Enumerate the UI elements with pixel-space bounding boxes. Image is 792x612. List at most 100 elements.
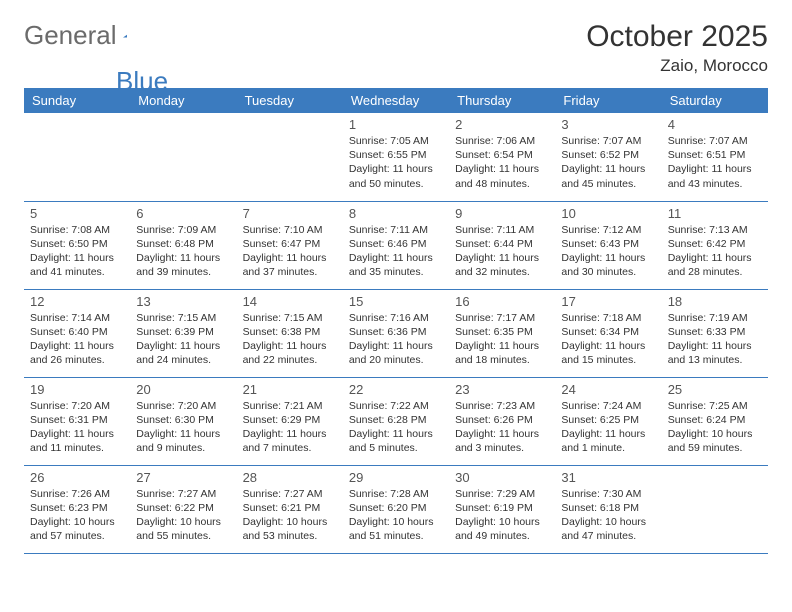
day-number: 19 [30, 382, 124, 397]
day-number: 15 [349, 294, 443, 309]
calendar-cell: 7 Sunrise: 7:10 AMSunset: 6:47 PMDaylight… [237, 201, 343, 289]
day-info: Sunrise: 7:10 AMSunset: 6:47 PMDaylight:… [243, 223, 337, 280]
calendar-cell: 28 Sunrise: 7:27 AMSunset: 6:21 PMDayligh… [237, 465, 343, 553]
calendar-row: 19 Sunrise: 7:20 AMSunset: 6:31 PMDayligh… [24, 377, 768, 465]
calendar-cell: 12 Sunrise: 7:14 AMSunset: 6:40 PMDayligh… [24, 289, 130, 377]
calendar-cell: 3 Sunrise: 7:07 AMSunset: 6:52 PMDaylight… [555, 113, 661, 201]
day-number: 11 [668, 206, 762, 221]
calendar-cell: 30 Sunrise: 7:29 AMSunset: 6:19 PMDayligh… [449, 465, 555, 553]
day-number: 16 [455, 294, 549, 309]
day-info: Sunrise: 7:26 AMSunset: 6:23 PMDaylight:… [30, 487, 124, 544]
brand-part1: General [24, 20, 117, 51]
calendar-cell: 22Sunrise: 7:22 AMSunset: 6:28 PMDayligh… [343, 377, 449, 465]
title-block: October 2025 Zaio, Morocco [586, 20, 768, 76]
day-info: Sunrise: 7:12 AMSunset: 6:43 PMDaylight:… [561, 223, 655, 280]
day-info: Sunrise: 7:11 AMSunset: 6:44 PMDaylight:… [455, 223, 549, 280]
weekday-header: Wednesday [343, 88, 449, 113]
calendar-cell: 6 Sunrise: 7:09 AMSunset: 6:48 PMDaylight… [130, 201, 236, 289]
calendar-row: 12 Sunrise: 7:14 AMSunset: 6:40 PMDayligh… [24, 289, 768, 377]
month-title: October 2025 [586, 20, 768, 54]
calendar-cell [662, 465, 768, 553]
weekday-header: Sunday [24, 88, 130, 113]
calendar-row: 1Sunrise: 7:05 AMSunset: 6:55 PMDaylight… [24, 113, 768, 201]
day-number: 26 [30, 470, 124, 485]
weekday-header: Tuesday [237, 88, 343, 113]
calendar-cell: 16Sunrise: 7:17 AMSunset: 6:35 PMDayligh… [449, 289, 555, 377]
calendar-cell: 29Sunrise: 7:28 AMSunset: 6:20 PMDayligh… [343, 465, 449, 553]
day-number: 9 [455, 206, 549, 221]
day-number: 30 [455, 470, 549, 485]
day-info: Sunrise: 7:27 AMSunset: 6:22 PMDaylight:… [136, 487, 230, 544]
day-info: Sunrise: 7:29 AMSunset: 6:19 PMDaylight:… [455, 487, 549, 544]
day-number: 7 [243, 206, 337, 221]
day-info: Sunrise: 7:16 AMSunset: 6:36 PMDaylight:… [349, 311, 443, 368]
day-info: Sunrise: 7:06 AMSunset: 6:54 PMDaylight:… [455, 134, 549, 191]
calendar-row: 26 Sunrise: 7:26 AMSunset: 6:23 PMDayligh… [24, 465, 768, 553]
day-info: Sunrise: 7:30 AMSunset: 6:18 PMDaylight:… [561, 487, 655, 544]
calendar-cell [237, 113, 343, 201]
day-number: 2 [455, 117, 549, 132]
day-number: 18 [668, 294, 762, 309]
calendar-cell [24, 113, 130, 201]
calendar-cell: 25 Sunrise: 7:25 AMSunset: 6:24 PMDayligh… [662, 377, 768, 465]
day-number: 8 [349, 206, 443, 221]
day-info: Sunrise: 7:21 AMSunset: 6:29 PMDaylight:… [243, 399, 337, 456]
brand-part2: Blue [116, 66, 168, 97]
day-info: Sunrise: 7:18 AMSunset: 6:34 PMDaylight:… [561, 311, 655, 368]
day-number: 25 [668, 382, 762, 397]
calendar-cell: 26 Sunrise: 7:26 AMSunset: 6:23 PMDayligh… [24, 465, 130, 553]
day-info: Sunrise: 7:15 AMSunset: 6:39 PMDaylight:… [136, 311, 230, 368]
day-number: 31 [561, 470, 655, 485]
calendar-cell: 23 Sunrise: 7:23 AMSunset: 6:26 PMDayligh… [449, 377, 555, 465]
calendar-cell: 9 Sunrise: 7:11 AMSunset: 6:44 PMDaylight… [449, 201, 555, 289]
calendar-cell: 20 Sunrise: 7:20 AMSunset: 6:30 PMDayligh… [130, 377, 236, 465]
day-info: Sunrise: 7:28 AMSunset: 6:20 PMDaylight:… [349, 487, 443, 544]
calendar-cell [130, 113, 236, 201]
day-number: 21 [243, 382, 337, 397]
day-number: 28 [243, 470, 337, 485]
calendar-cell: 8 Sunrise: 7:11 AMSunset: 6:46 PMDaylight… [343, 201, 449, 289]
day-info: Sunrise: 7:25 AMSunset: 6:24 PMDaylight:… [668, 399, 762, 456]
day-number: 17 [561, 294, 655, 309]
day-info: Sunrise: 7:11 AMSunset: 6:46 PMDaylight:… [349, 223, 443, 280]
calendar-cell: 4Sunrise: 7:07 AMSunset: 6:51 PMDaylight… [662, 113, 768, 201]
day-number: 3 [561, 117, 655, 132]
day-info: Sunrise: 7:27 AMSunset: 6:21 PMDaylight:… [243, 487, 337, 544]
calendar-cell: 31 Sunrise: 7:30 AMSunset: 6:18 PMDayligh… [555, 465, 661, 553]
day-info: Sunrise: 7:07 AMSunset: 6:52 PMDaylight:… [561, 134, 655, 191]
calendar-cell: 2 Sunrise: 7:06 AMSunset: 6:54 PMDaylight… [449, 113, 555, 201]
day-info: Sunrise: 7:20 AMSunset: 6:31 PMDaylight:… [30, 399, 124, 456]
calendar-cell: 10Sunrise: 7:12 AMSunset: 6:43 PMDayligh… [555, 201, 661, 289]
brand-logo: General [24, 20, 151, 51]
day-info: Sunrise: 7:23 AMSunset: 6:26 PMDaylight:… [455, 399, 549, 456]
day-number: 6 [136, 206, 230, 221]
calendar-cell: 15 Sunrise: 7:16 AMSunset: 6:36 PMDayligh… [343, 289, 449, 377]
day-number: 20 [136, 382, 230, 397]
calendar-row: 5Sunrise: 7:08 AMSunset: 6:50 PMDaylight… [24, 201, 768, 289]
calendar-cell: 17 Sunrise: 7:18 AMSunset: 6:34 PMDayligh… [555, 289, 661, 377]
day-info: Sunrise: 7:14 AMSunset: 6:40 PMDaylight:… [30, 311, 124, 368]
day-number: 23 [455, 382, 549, 397]
day-number: 4 [668, 117, 762, 132]
weekday-header: Thursday [449, 88, 555, 113]
day-info: Sunrise: 7:24 AMSunset: 6:25 PMDaylight:… [561, 399, 655, 456]
day-number: 14 [243, 294, 337, 309]
day-number: 24 [561, 382, 655, 397]
day-number: 12 [30, 294, 124, 309]
day-number: 13 [136, 294, 230, 309]
calendar-cell: 18 Sunrise: 7:19 AMSunset: 6:33 PMDayligh… [662, 289, 768, 377]
day-info: Sunrise: 7:20 AMSunset: 6:30 PMDaylight:… [136, 399, 230, 456]
day-info: Sunrise: 7:19 AMSunset: 6:33 PMDaylight:… [668, 311, 762, 368]
calendar-cell: 5Sunrise: 7:08 AMSunset: 6:50 PMDaylight… [24, 201, 130, 289]
logo-triangle-icon [123, 27, 127, 45]
weekday-header: Friday [555, 88, 661, 113]
day-info: Sunrise: 7:08 AMSunset: 6:50 PMDaylight:… [30, 223, 124, 280]
weekday-header: Saturday [662, 88, 768, 113]
day-info: Sunrise: 7:13 AMSunset: 6:42 PMDaylight:… [668, 223, 762, 280]
calendar-cell: 24 Sunrise: 7:24 AMSunset: 6:25 PMDayligh… [555, 377, 661, 465]
calendar-cell: 1Sunrise: 7:05 AMSunset: 6:55 PMDaylight… [343, 113, 449, 201]
calendar-cell: 21 Sunrise: 7:21 AMSunset: 6:29 PMDayligh… [237, 377, 343, 465]
day-number: 1 [349, 117, 443, 132]
day-info: Sunrise: 7:22 AMSunset: 6:28 PMDaylight:… [349, 399, 443, 456]
day-info: Sunrise: 7:09 AMSunset: 6:48 PMDaylight:… [136, 223, 230, 280]
